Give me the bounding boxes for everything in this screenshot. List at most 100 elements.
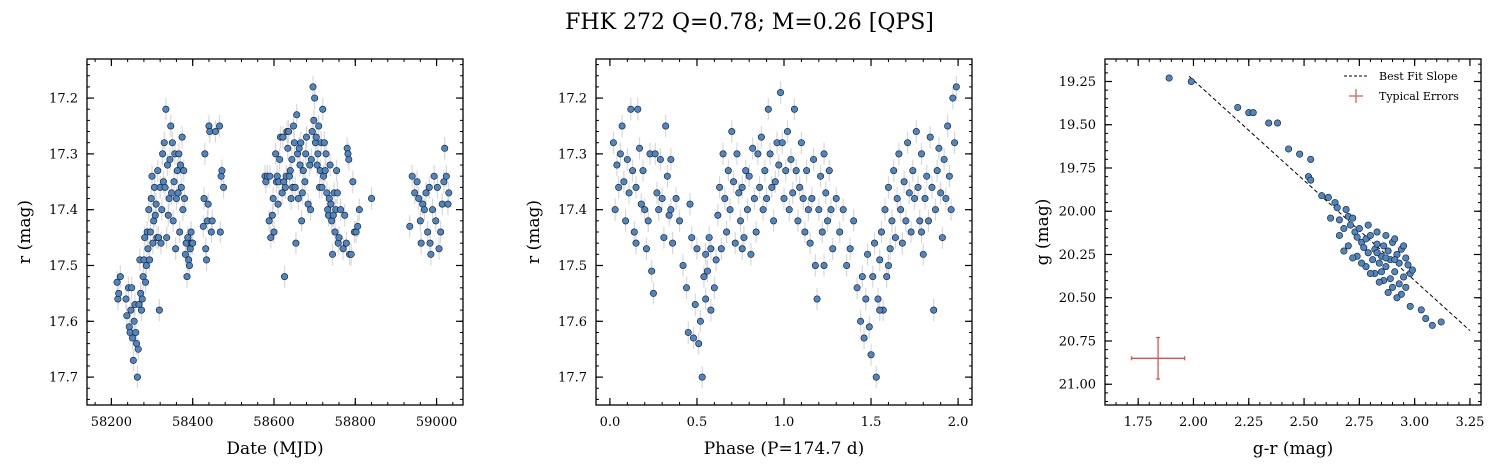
data-point [1428,321,1436,329]
x-tick-label: 0.0 [600,415,621,430]
data-point [778,139,786,147]
data-point [134,345,142,353]
data-point [1437,318,1445,326]
data-point [806,239,814,247]
panel-phase: 0.0 0.5 1.0 1.5 2.0 17.2 17.3 17.4 17.5 17.6 17.7 P… [524,58,973,459]
data-point [1249,109,1257,117]
data-point [1373,228,1381,236]
data-point [307,206,315,214]
data-point [327,200,335,208]
data-point [782,167,790,175]
data-point [1384,289,1392,297]
data-point [416,217,424,225]
data-point [947,206,955,214]
data-point [770,217,778,225]
data-point [689,334,697,342]
data-point [1344,242,1352,250]
data-point [710,284,718,292]
data-point [435,245,443,253]
data-point [886,245,894,253]
data-point [422,189,430,197]
data-point [1400,242,1408,250]
data-point [761,167,769,175]
data-point [780,195,788,203]
data-point [775,161,783,169]
data-point [944,122,952,130]
data-point [860,334,868,342]
data-point [199,222,207,230]
data-point [876,306,884,314]
data-point [796,183,804,191]
data-point [938,234,946,242]
data-point [331,228,339,236]
data-point [811,261,819,269]
data-point [625,189,633,197]
data-point [313,161,321,169]
data-point [684,328,692,336]
data-point [178,133,186,141]
data-point [651,150,659,158]
data-point [179,206,187,214]
data-point [825,167,833,175]
x-tick-label: 0.5 [687,415,708,430]
data-point [754,150,762,158]
data-point [702,295,710,303]
data-point [290,139,298,147]
panel-date: 58200 58400 58600 58800 59000 17.2 17.3 17.4 17.… [15,58,464,459]
data-point [804,206,812,214]
data-point [130,317,138,325]
y-tick-label: 17.2 [558,92,587,107]
data-point [752,228,760,236]
data-point [632,239,640,247]
data-point [738,245,746,253]
data-point [918,228,926,236]
data-point [676,217,684,225]
data-point [218,167,226,175]
data-point [307,155,315,163]
data-point [164,211,172,219]
data-point [116,273,124,281]
data-point [168,139,176,147]
data-point [900,178,908,186]
data-point [294,195,302,203]
x-tick-label: 1.5 [861,415,882,430]
y-tick-label: 17.6 [558,315,587,330]
data-point [312,133,320,141]
y-tick-label: 20.50 [1059,291,1096,306]
data-point [803,167,811,175]
data-point [935,144,943,152]
data-point [444,200,452,208]
data-point [686,200,694,208]
data-point [1335,231,1343,239]
data-point [189,239,197,247]
data-point [276,155,284,163]
data-point [133,373,141,381]
data-point [777,88,785,96]
data-point [311,94,319,102]
data-point [285,128,293,136]
data-point [339,245,347,253]
data-point [637,200,645,208]
data-point [268,211,276,219]
y-tick-label: 17.2 [49,92,78,107]
data-point [1366,231,1374,239]
data-point [801,228,809,236]
data-point [1349,214,1357,222]
data-point [1265,119,1273,127]
data-point [437,228,445,236]
data-point [792,167,800,175]
data-point [152,200,160,208]
data-point [162,105,170,113]
data-point [445,189,453,197]
data-point [1375,278,1383,286]
x-axis-label: Date (MJD) [226,439,323,459]
data-point [144,245,152,253]
data-point [730,178,738,186]
data-point [702,250,710,258]
data-point [289,122,297,130]
y-tick-label: 17.7 [558,371,587,386]
data-point [952,83,960,91]
data-point [176,161,184,169]
data-point [898,239,906,247]
best-fit-line [1188,75,1471,331]
